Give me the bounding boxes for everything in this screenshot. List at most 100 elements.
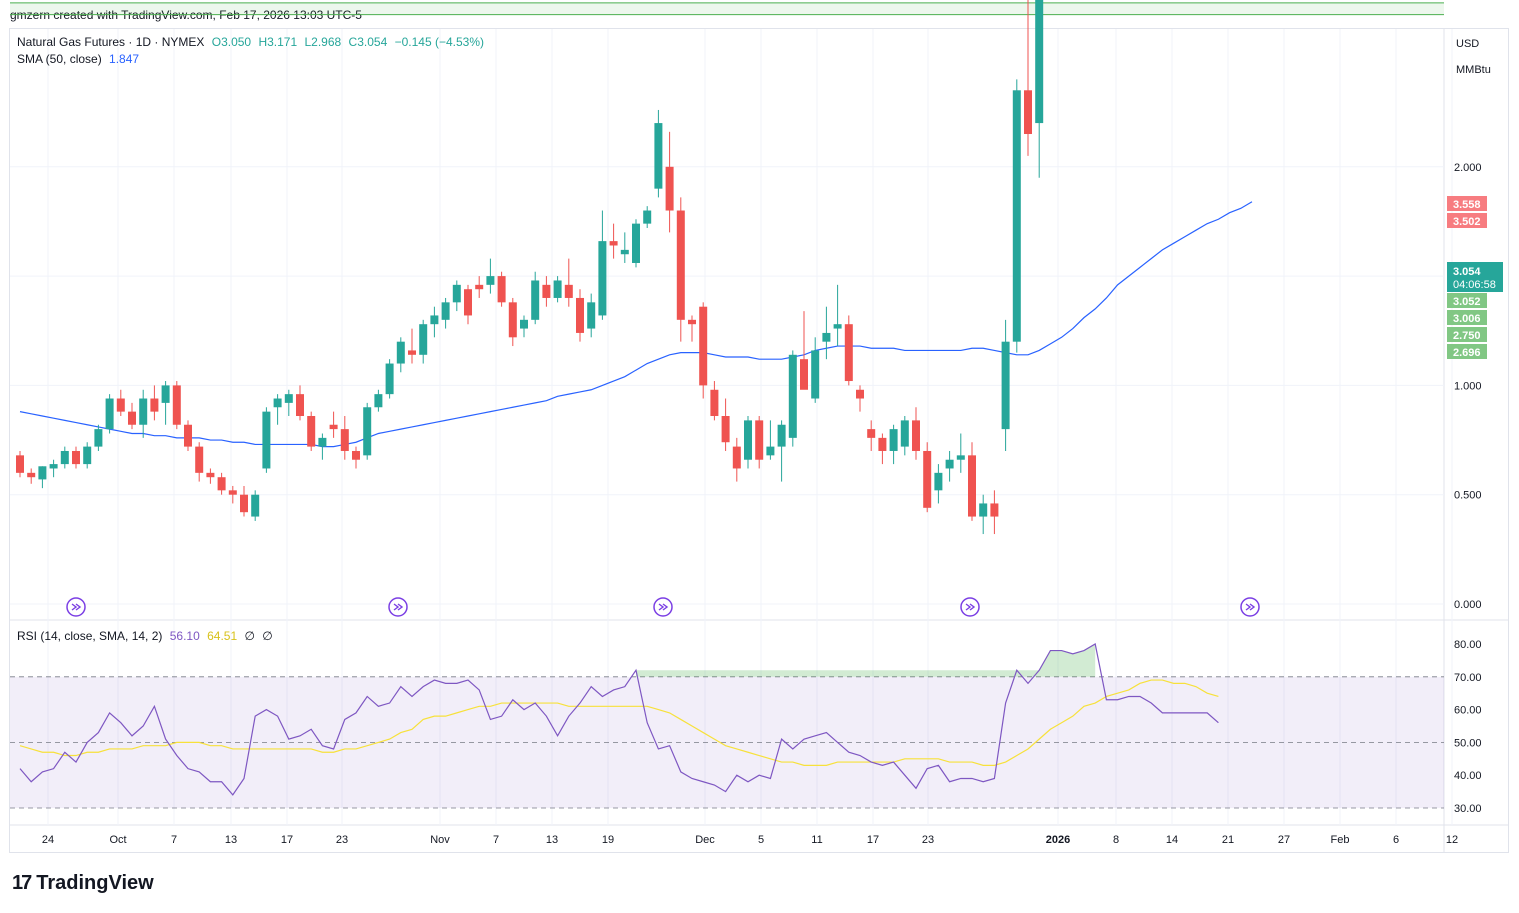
candle-body [318,437,327,447]
candle-body [38,466,47,480]
time-tick-label: 17 [281,834,293,846]
support-band [10,2,1444,15]
candle-body [251,494,260,517]
price-tag-resistance [1447,213,1487,228]
time-tick-label: Dec [695,834,715,846]
candle-body [352,450,360,460]
candle-body [452,284,461,303]
candle-body [609,241,618,246]
candle-body [889,429,898,451]
candle-body [699,306,708,386]
candle-body [464,289,472,316]
sma-legend: SMA (50, close) 1.847 [17,52,143,66]
price-tag-label: 3.052 [1453,296,1481,308]
time-tick-label: 17 [867,834,879,846]
event-marker-arrow-icon [965,603,976,611]
candle-body [732,446,741,469]
candle-body [1024,90,1032,135]
candle-body [777,424,786,447]
current-price-tag [1447,262,1503,292]
candle-body [72,450,80,465]
price-tag-label: 3.558 [1453,199,1481,211]
time-tick-label: 7 [493,834,499,846]
candle-body [755,420,764,460]
candle-body [710,389,719,417]
candle-body [856,389,864,399]
time-tick-label: 12 [1446,834,1458,846]
candle-body [240,494,248,513]
event-marker-arrow-icon [1245,603,1256,611]
time-tick-label: Nov [430,834,450,846]
candle-body [116,398,125,412]
time-tick-label: 11 [811,834,822,846]
price-tag-label: 3.006 [1453,313,1481,325]
price-tag-label: 3.502 [1453,216,1481,228]
candle-body [217,477,226,491]
current-price-label: 3.054 [1453,266,1481,278]
event-marker-arrow-icon [393,603,404,611]
candle-body [822,332,831,342]
time-tick-label: 13 [546,834,558,846]
price-tick-label: 2.000 [1454,162,1482,174]
time-tick-label: 23 [922,834,934,846]
candle-body [900,420,909,447]
legend-low: L2.968 [304,35,342,49]
candle-body [1035,0,1044,124]
candle-body [284,394,293,403]
candle-body [766,446,775,456]
candle-body [139,398,148,425]
legend-symbol: Natural Gas Futures · 1D · NYMEX [17,35,205,49]
event-marker-arrow-icon [658,603,669,611]
legend-high: H3.171 [258,35,298,49]
candle-body [228,490,237,495]
main-legend: Natural Gas Futures · 1D · NYMEX O3.050 … [17,35,488,49]
price-tag-support [1447,310,1487,325]
candle-body [968,455,976,517]
price-tag-support [1447,293,1487,308]
candle-body [520,319,528,329]
rsi-label: RSI (14, close, SMA, 14, 2) [17,629,163,643]
candle-body [833,324,842,329]
candle-body [956,455,965,460]
rsi-sma-value: 64.51 [207,629,238,643]
candle-body [296,394,304,417]
sma-line [19,201,1253,448]
candle-body [811,350,820,399]
time-tick-label: Feb [1331,834,1350,846]
candle-body [665,166,674,211]
candle-body [408,350,416,355]
event-marker-arrow-icon [71,603,82,611]
rsi-line [19,643,1219,796]
candle-body [497,276,506,303]
candle-body [564,284,573,298]
candle-body [262,411,271,469]
candle-body [1001,341,1010,430]
time-tick-label: 5 [758,834,764,846]
candle-body [340,429,349,451]
candle-body [990,503,999,517]
time-tick-label: 8 [1113,834,1119,846]
candle-body [60,450,69,465]
candle-body [923,450,932,508]
candle-body [363,407,372,456]
rsi-legend: RSI (14, close, SMA, 14, 2) 56.10 64.51 … [17,629,277,643]
candle-body [430,315,439,325]
rsi-tick-label: 60.00 [1454,705,1482,717]
candle-body [844,324,853,382]
candle-body [150,398,159,412]
candle-body [531,280,540,320]
time-tick-label: 27 [1278,834,1290,846]
time-tick-label: 13 [225,834,237,846]
price-tag-support [1447,344,1487,359]
price-tag-label: 2.750 [1453,330,1481,342]
candle-body [385,363,394,395]
candle-body [620,249,629,255]
tradingview-logo[interactable]: 17 TradingView [12,872,154,895]
rsi-extra-2: ∅ [262,629,273,643]
candle-body [676,210,685,320]
candle-body [508,302,517,338]
currency-label[interactable]: USD [1456,38,1480,50]
candle-body [553,280,562,298]
unit-label[interactable]: MMBtu [1456,64,1491,76]
